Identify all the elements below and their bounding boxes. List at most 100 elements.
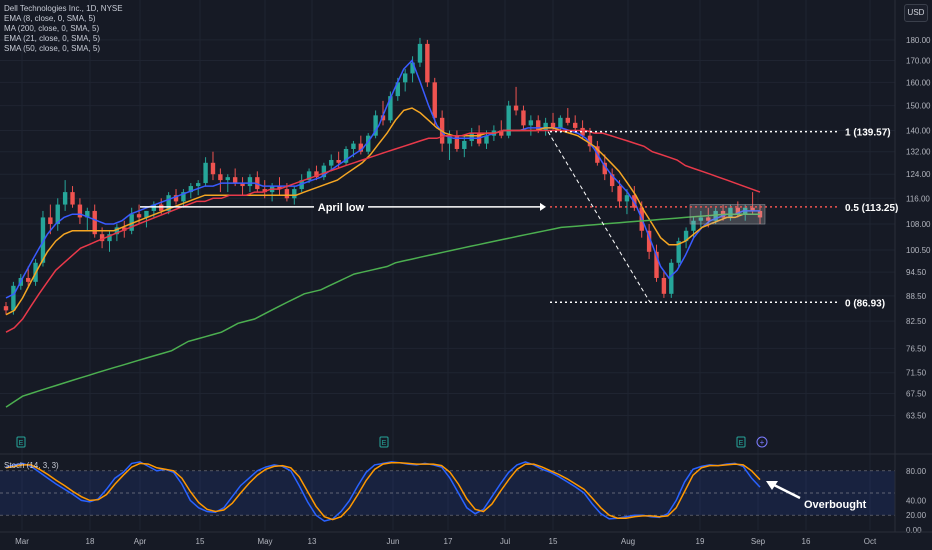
event-marker [756, 436, 768, 448]
earnings-marker-text: E [739, 440, 744, 447]
candle-body [499, 130, 504, 136]
series-ema21 [5, 107, 760, 316]
currency-button[interactable]: USD [904, 4, 928, 22]
stoch-tick-label: 0.00 [906, 526, 922, 535]
stoch-tick-label: 40.00 [906, 496, 927, 505]
time-tick-label: 15 [196, 537, 205, 546]
candle-body [366, 135, 371, 152]
candle-body [646, 230, 652, 252]
candle-body [321, 165, 327, 178]
candle-body [447, 135, 452, 144]
fib-levels: 1 (139.57) 0.5 (113.25) 0 (86.93) [550, 128, 898, 309]
candle-body [210, 162, 216, 175]
candle-body [528, 120, 534, 126]
candle-body [410, 62, 415, 74]
april-low-arrowhead [540, 202, 546, 211]
time-tick-label: 17 [444, 537, 453, 546]
candle-body [750, 207, 755, 211]
earnings-marker-text: E [19, 440, 24, 447]
earnings-marker [16, 436, 26, 448]
time-tick-label: 19 [696, 537, 705, 546]
candle-body [99, 234, 105, 242]
candle-body [402, 73, 408, 83]
candle-body [70, 192, 75, 205]
chart-legend: Dell Technologies Inc., 1D, NYSE EMA (8,… [4, 4, 123, 54]
price-tick-label: 88.50 [906, 292, 927, 301]
event-marker-text: + [760, 438, 765, 447]
price-tick-label: 132.00 [906, 148, 931, 157]
candle-body [728, 207, 733, 218]
legend-ema8: EMA (8, close, 0, SMA, 5) [4, 14, 96, 23]
candle-body [114, 227, 120, 235]
candle-body [173, 195, 179, 202]
time-tick-label: May [257, 537, 272, 546]
candle-body [358, 143, 364, 152]
fib-connector [547, 131, 651, 303]
price-tick-label: 150.00 [906, 102, 931, 111]
candle-body [580, 127, 585, 136]
april-low-label: April low [318, 202, 365, 214]
series-ma200 [5, 213, 760, 408]
candle-body [713, 210, 718, 221]
candle-body [40, 217, 46, 263]
candle-body [85, 210, 90, 218]
candle-body [55, 204, 60, 225]
time-tick-label: Aug [621, 537, 635, 546]
candle-body [536, 120, 541, 131]
candle-body [624, 195, 630, 202]
candle-body [232, 177, 238, 184]
candle-body [48, 217, 53, 225]
candle-body [691, 220, 696, 231]
price-tick-label: 116.00 [906, 194, 930, 203]
stoch-tick-label: 20.00 [906, 511, 927, 520]
candle-body [462, 140, 467, 149]
time-tick-label: Sep [751, 537, 766, 546]
candle-body [395, 82, 400, 97]
candle-body [240, 183, 245, 187]
candle-body [136, 214, 142, 218]
price-tick-label: 160.00 [906, 78, 931, 87]
candle-body [373, 115, 378, 136]
candle-body [306, 171, 312, 181]
candle-body [166, 195, 171, 211]
candle-body [25, 277, 31, 282]
candle-body [225, 177, 230, 181]
time-tick-label: 15 [549, 537, 558, 546]
candle-body [669, 262, 674, 294]
candle-body [247, 177, 253, 187]
price-tick-label: 82.50 [906, 317, 927, 326]
candle-body [609, 174, 615, 187]
candle-body [151, 204, 157, 211]
price-tick-label: 108.00 [906, 220, 931, 229]
candle-body [698, 217, 704, 221]
price-tick-label: 94.50 [906, 268, 927, 277]
candle-body [676, 241, 681, 263]
candle-body [543, 122, 548, 131]
candle-body [454, 135, 460, 149]
legend-sma50: SMA (50, close, 0, SMA, 5) [4, 44, 101, 53]
price-tick-label: 170.00 [906, 56, 931, 65]
time-tick-label: 18 [86, 537, 95, 546]
stoch-axis: 80.00 40.00 20.00 0.00 [906, 467, 927, 535]
price-tick-label: 63.50 [906, 412, 927, 421]
candle-body [654, 251, 659, 278]
price-tick-label: 76.50 [906, 344, 927, 353]
candle-body [469, 133, 474, 141]
candle-body [107, 234, 112, 242]
time-tick-label: Jun [387, 537, 400, 546]
candle-body [388, 96, 393, 121]
time-axis: Mar 18 Apr 15 May 13 Jun 17 Jul 15 Aug 19 Sep 16 Oct [15, 537, 877, 546]
overbought-arrowhead [766, 481, 778, 490]
candle-body [3, 306, 9, 311]
candle-body [565, 117, 570, 123]
candle-body [195, 183, 201, 187]
candle-body [284, 189, 290, 199]
overbought-arrow-line [771, 482, 801, 500]
candle-body [129, 214, 134, 231]
candle-body [188, 186, 194, 193]
time-tick-label: Mar [15, 537, 29, 546]
candle-body [683, 230, 689, 242]
earnings-marker [736, 436, 746, 448]
